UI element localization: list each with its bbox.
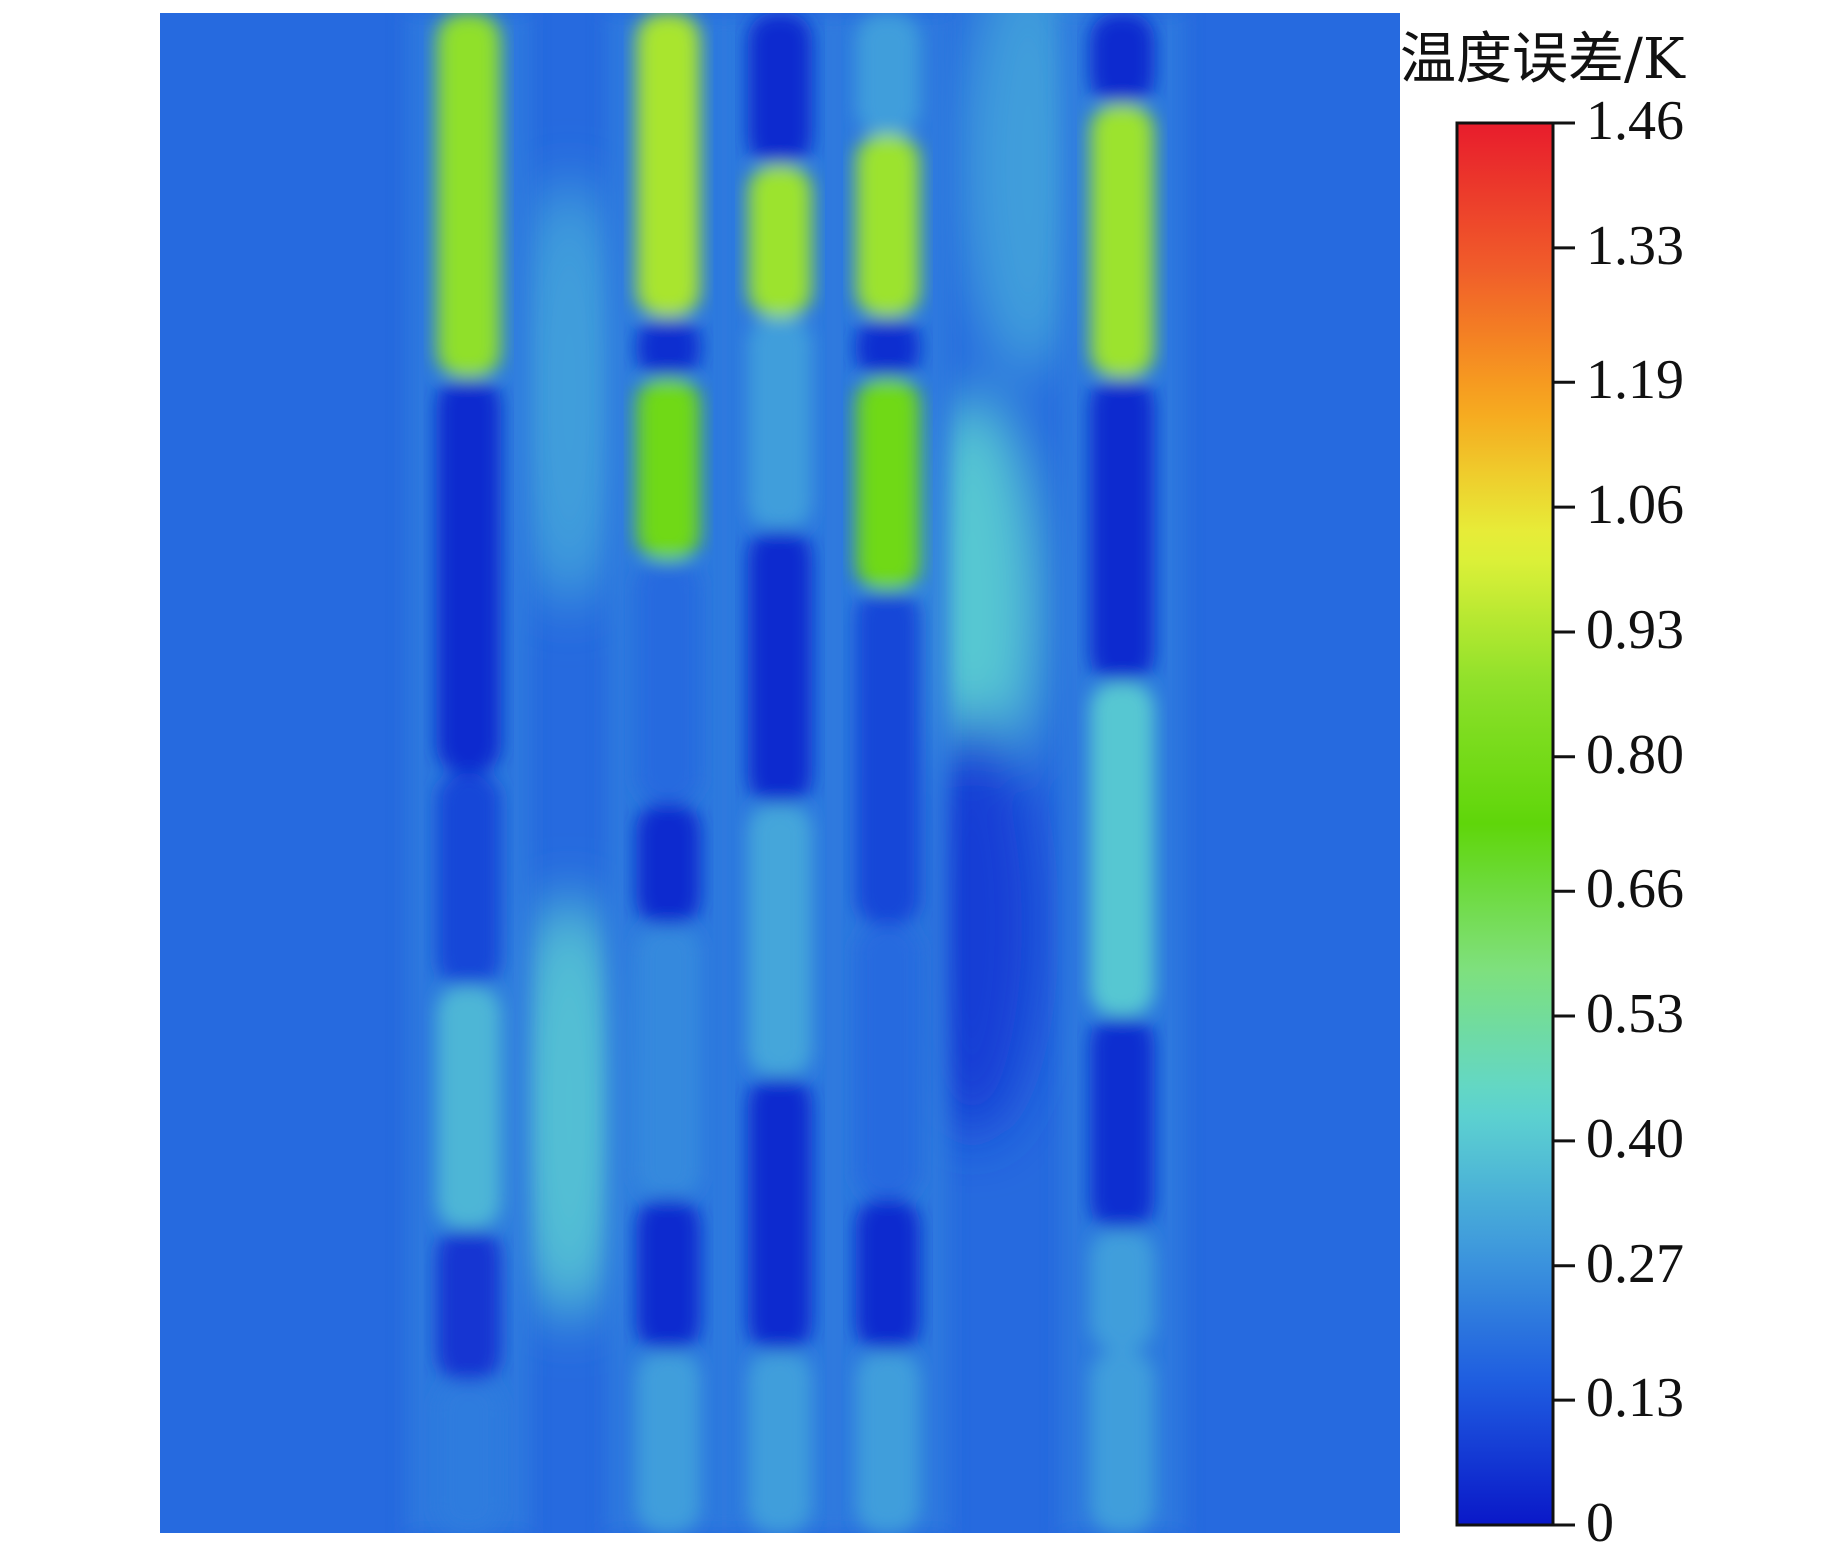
column-segment [636,803,701,925]
colorbar-tick-label: 0.13 [1586,1367,1684,1430]
column-segment [855,317,920,378]
colorbar-tick-label: 0.93 [1586,598,1684,661]
colorbar-gradient [1455,121,1555,1527]
colorbar-tick-label: 1.19 [1586,349,1684,412]
temperature-error-field [160,13,1400,1533]
field-column [1090,13,1155,1533]
column-segment [748,13,812,165]
column-segment [436,985,501,1229]
field-column [748,13,812,1533]
column-segment [1090,377,1155,682]
column-segment [748,165,812,317]
column-segment [436,1229,501,1381]
colorbar-tick-label: 0 [1586,1492,1614,1554]
field-column [636,13,701,1533]
column-segment [855,925,920,1199]
column-segment [636,925,701,1199]
column-segment [748,317,812,530]
column-segment [436,13,501,378]
column-segment [855,590,920,925]
column-segment [636,317,701,378]
colorbar-tick-label: 0.80 [1586,723,1684,786]
field-column [855,13,920,1533]
column-segment [855,1198,920,1351]
column-segment [436,1381,501,1533]
colorbar-tick-label: 0.40 [1586,1107,1684,1170]
column-segment [748,1350,812,1533]
colorbar-tick-label: 1.06 [1586,474,1684,537]
column-segment [436,377,501,773]
column-segment [748,529,812,804]
colorbar-tick-label: 0.66 [1586,858,1684,921]
field-blob [501,180,638,606]
column-segment [636,560,701,804]
column-segment [855,377,920,591]
column-segment [1090,1350,1155,1533]
column-segment [436,773,501,986]
column-segment [1090,1229,1155,1351]
column-segment [1090,13,1155,105]
column-segment [1090,1016,1155,1229]
column-segment [1090,681,1155,1017]
column-segment [855,1350,920,1533]
colorbar-tick-label: 0.27 [1586,1232,1684,1295]
colorbar-title: 温度误差/K [1400,27,1685,92]
colorbar-tick-label: 1.33 [1586,214,1684,277]
column-segment [636,377,701,561]
field-blob [501,894,638,1321]
field-column [436,13,501,1533]
column-segment [636,1198,701,1351]
column-segment [1090,104,1155,378]
colorbar [1455,121,1575,1527]
column-segment [855,13,920,135]
column-segment [636,13,701,317]
column-segment [748,1077,812,1351]
colorbar-tick-label: 1.46 [1586,90,1684,152]
colorbar-tick-label: 0.53 [1586,983,1684,1046]
column-segment [636,1350,701,1533]
column-segment [748,803,812,1077]
column-segment [855,134,920,317]
